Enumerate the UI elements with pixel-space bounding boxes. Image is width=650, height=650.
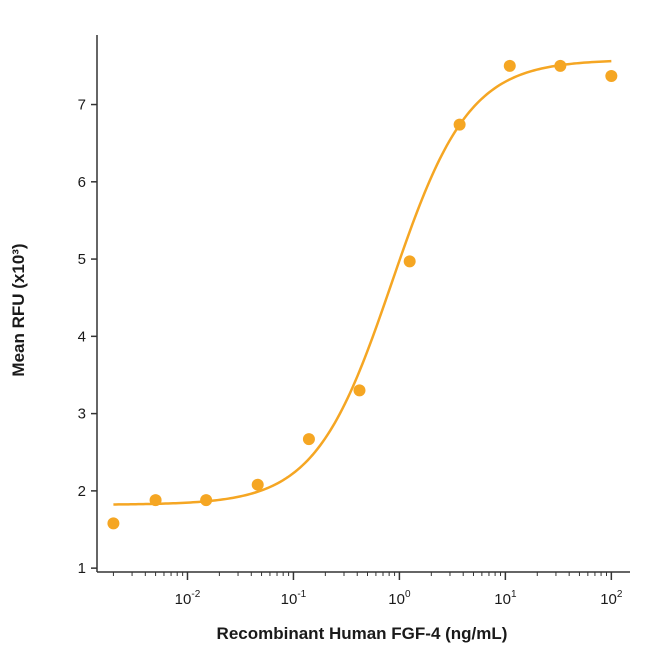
data-point-8 bbox=[453, 118, 466, 131]
data-point-4 bbox=[251, 478, 264, 491]
data-point-9 bbox=[503, 59, 516, 72]
x-tick-label: 10-1 bbox=[281, 589, 307, 608]
x-tick-base: 10 bbox=[388, 591, 405, 608]
x-tick-label: 10-2 bbox=[175, 589, 201, 608]
x-tick-exponent: 2 bbox=[617, 589, 623, 600]
data-point-11 bbox=[605, 69, 618, 82]
y-tick-label: 6 bbox=[78, 174, 86, 191]
y-tick-label: 3 bbox=[78, 406, 86, 423]
data-point-6 bbox=[353, 384, 366, 397]
data-points bbox=[107, 59, 618, 530]
x-tick-label: 100 bbox=[388, 589, 411, 608]
x-tick-label: 101 bbox=[494, 589, 517, 608]
x-tick-base: 10 bbox=[494, 591, 511, 608]
data-point-5 bbox=[302, 433, 315, 446]
data-point-10 bbox=[554, 59, 567, 72]
y-tick-label: 5 bbox=[78, 251, 86, 268]
data-point-2 bbox=[149, 494, 162, 507]
y-axis-ticks: 1 2 3 4 5 6 7 bbox=[78, 97, 97, 577]
x-tick-base: 10 bbox=[600, 591, 617, 608]
x-axis-ticks: 10-2 10-1 100 101 102 bbox=[112, 572, 623, 608]
y-axis-title: Mean RFU (x10³) bbox=[9, 243, 28, 376]
y-tick-label: 1 bbox=[78, 560, 86, 577]
y-tick-label: 2 bbox=[78, 483, 86, 500]
fit-curve bbox=[113, 59, 612, 506]
y-tick-label: 4 bbox=[78, 328, 86, 345]
axes bbox=[96, 35, 630, 573]
data-point-3 bbox=[200, 494, 213, 507]
x-tick-exponent: 1 bbox=[511, 589, 517, 600]
x-axis-title: Recombinant Human FGF-4 (ng/mL) bbox=[217, 624, 508, 643]
x-tick-base: 10 bbox=[175, 591, 192, 608]
x-tick-exponent: -1 bbox=[297, 589, 306, 600]
x-tick-exponent: 0 bbox=[405, 589, 411, 600]
data-point-1 bbox=[107, 517, 120, 530]
data-point-7 bbox=[403, 255, 416, 268]
y-tick-label: 7 bbox=[78, 97, 86, 114]
x-tick-exponent: -2 bbox=[191, 589, 200, 600]
x-tick-base: 10 bbox=[281, 591, 298, 608]
x-tick-label: 102 bbox=[600, 589, 623, 608]
